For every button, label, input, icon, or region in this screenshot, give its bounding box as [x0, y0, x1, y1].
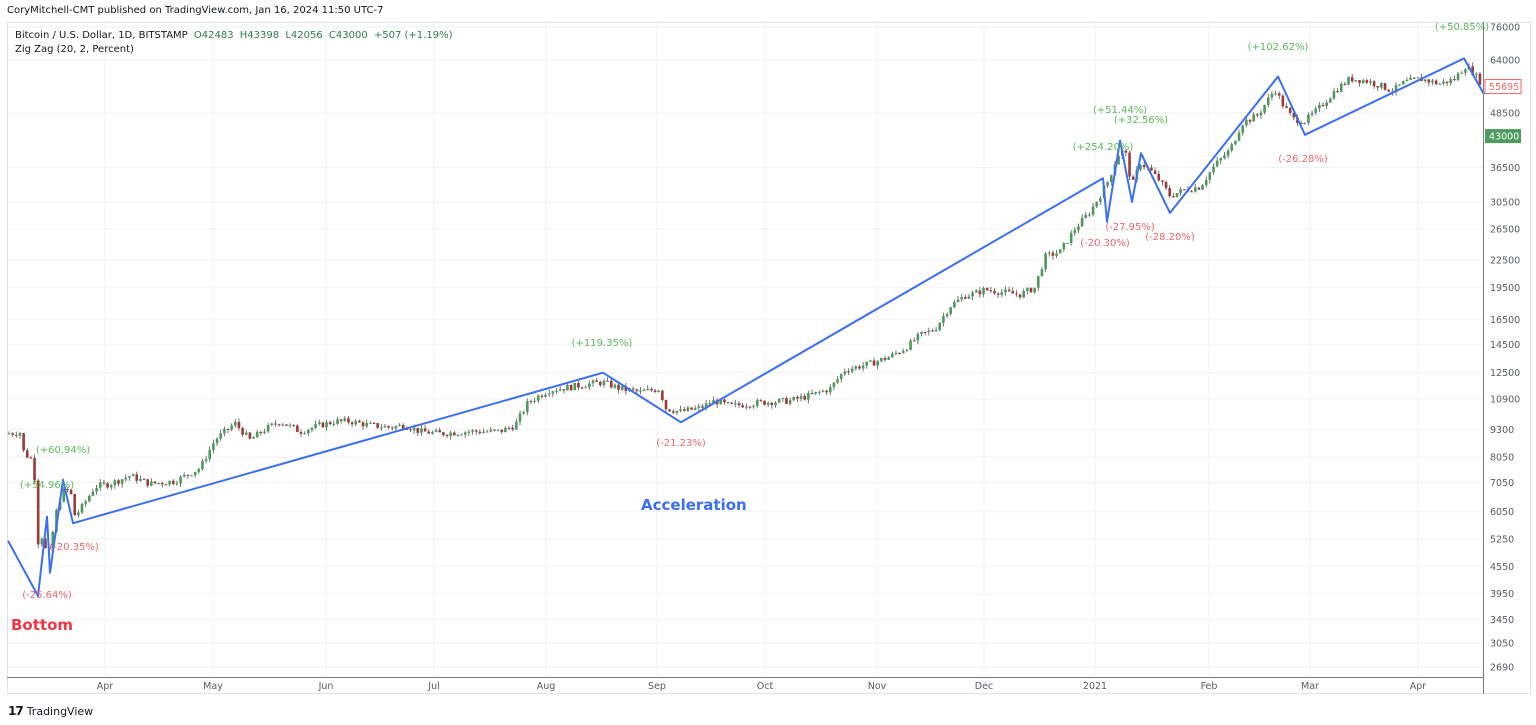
- last-price-tag: 43000: [1485, 129, 1521, 144]
- price-tick-label: 5250: [1490, 534, 1514, 545]
- swing-low-label: (-20.30%): [1080, 238, 1130, 249]
- text-labels: Bottom Acceleration: [11, 496, 747, 634]
- time-tick-label: Jul: [427, 681, 439, 692]
- symbol-name[interactable]: Bitcoin / U.S. Dollar, 1D, BITSTAMP: [15, 30, 188, 41]
- swing-high-label: (+54.96%): [20, 480, 74, 491]
- low-value: L42056: [285, 30, 323, 41]
- close-value: C43000: [328, 30, 368, 41]
- price-tick-label: 9300: [1490, 425, 1514, 436]
- swing-low-label: (-28.20%): [1145, 232, 1195, 243]
- price-tick-label: 6050: [1490, 507, 1514, 518]
- price-tick-label: 2690: [1490, 663, 1514, 674]
- swing-high-label: (+254.20%): [1073, 142, 1134, 153]
- open-value: O42483: [193, 30, 234, 41]
- time-tick-label: Nov: [868, 681, 887, 692]
- price-tick-label: 14500: [1490, 340, 1520, 351]
- current-price-tag: 55695: [1484, 79, 1522, 95]
- time-tick-label: Dec: [975, 681, 993, 692]
- time-tick-label: Apr: [97, 681, 114, 692]
- swing-high-label: (+119.35%): [572, 338, 633, 349]
- swing-high-label: (+51.44%): [1093, 105, 1147, 116]
- price-tick-label: 36500: [1490, 163, 1520, 174]
- time-tick-label: Oct: [757, 681, 774, 692]
- price-tick-label: 19500: [1490, 283, 1520, 294]
- zigzag-annotations: (+60.94%) (+54.96%) (-20.35%) (-25.64%) (+11…: [20, 22, 1489, 601]
- chart-legend: Bitcoin / U.S. Dollar, 1D, BITSTAMP O424…: [15, 29, 455, 57]
- grid-lines: [8, 23, 1483, 677]
- svg-text:43000: 43000: [1489, 132, 1519, 143]
- time-axis[interactable]: Apr May Jun Jul Aug Sep Oct Nov Dec 2021 Feb Mar Apr: [7, 677, 1484, 693]
- price-tick-label: 76000: [1490, 23, 1520, 34]
- swing-low-label: (-21.23%): [656, 438, 706, 449]
- svg-text:55695: 55695: [1489, 82, 1519, 93]
- chart-text-label[interactable]: Acceleration: [641, 496, 747, 514]
- publisher-line: CoryMitchell-CMT published on TradingVie…: [7, 5, 384, 16]
- swing-low-label: (-26.28%): [1278, 154, 1328, 165]
- swing-high-label: (+50.85%): [1435, 22, 1489, 33]
- chart-frame: [7, 22, 1531, 694]
- time-tick-label: Aug: [537, 681, 556, 692]
- swing-low-label: (-25.64%): [22, 590, 72, 601]
- chart-text-label[interactable]: Bottom: [11, 616, 73, 634]
- swing-high-label: (+60.94%): [36, 445, 90, 456]
- price-tick-label: 10900: [1490, 394, 1520, 405]
- price-tick-label: 3950: [1490, 589, 1514, 600]
- price-tick-label: 30500: [1490, 197, 1520, 208]
- price-tick-label: 26500: [1490, 224, 1520, 235]
- tv-logo-icon: 17: [8, 704, 24, 718]
- price-tick-label: 8050: [1490, 453, 1514, 464]
- tradingview-logo[interactable]: 17 TradingView: [8, 704, 93, 718]
- price-tick-label: 16500: [1490, 315, 1520, 326]
- brand-name: TradingView: [26, 704, 94, 718]
- price-tick-label: 48500: [1490, 109, 1520, 120]
- symbol-row: Bitcoin / U.S. Dollar, 1D, BITSTAMP O424…: [15, 29, 455, 43]
- swing-high-label: (+32.56%): [1114, 115, 1168, 126]
- swing-low-label: (-27.95%): [1105, 222, 1155, 233]
- swing-low-label: (-20.35%): [49, 542, 99, 553]
- indicator-row[interactable]: Zig Zag (20, 2, Percent): [15, 44, 134, 55]
- time-tick-label: Feb: [1201, 681, 1218, 692]
- time-tick-label: 2021: [1083, 681, 1107, 692]
- time-tick-label: May: [203, 681, 223, 692]
- price-tick-label: 64000: [1490, 55, 1520, 66]
- price-axis[interactable]: 76000 64000 48500 36500 30500 26500 22500 19500…: [1483, 22, 1522, 694]
- price-tick-label: 7050: [1490, 478, 1514, 489]
- time-tick-label: Sep: [648, 681, 666, 692]
- time-tick-label: Mar: [1301, 681, 1319, 692]
- high-value: H43398: [239, 30, 280, 41]
- candlesticks: [7, 62, 1482, 550]
- price-tick-label: 3050: [1490, 638, 1514, 649]
- zigzag-line: [7, 57, 1485, 597]
- price-tick-label: 4550: [1490, 562, 1514, 573]
- price-tick-label: 12500: [1490, 368, 1520, 379]
- price-tick-label: 3450: [1490, 615, 1514, 626]
- time-tick-label: Apr: [1410, 681, 1427, 692]
- time-tick-label: Jun: [318, 681, 334, 692]
- change-value: +507 (+1.19%): [373, 30, 453, 41]
- swing-high-label: (+102.62%): [1248, 42, 1309, 53]
- price-tick-label: 22500: [1490, 256, 1520, 267]
